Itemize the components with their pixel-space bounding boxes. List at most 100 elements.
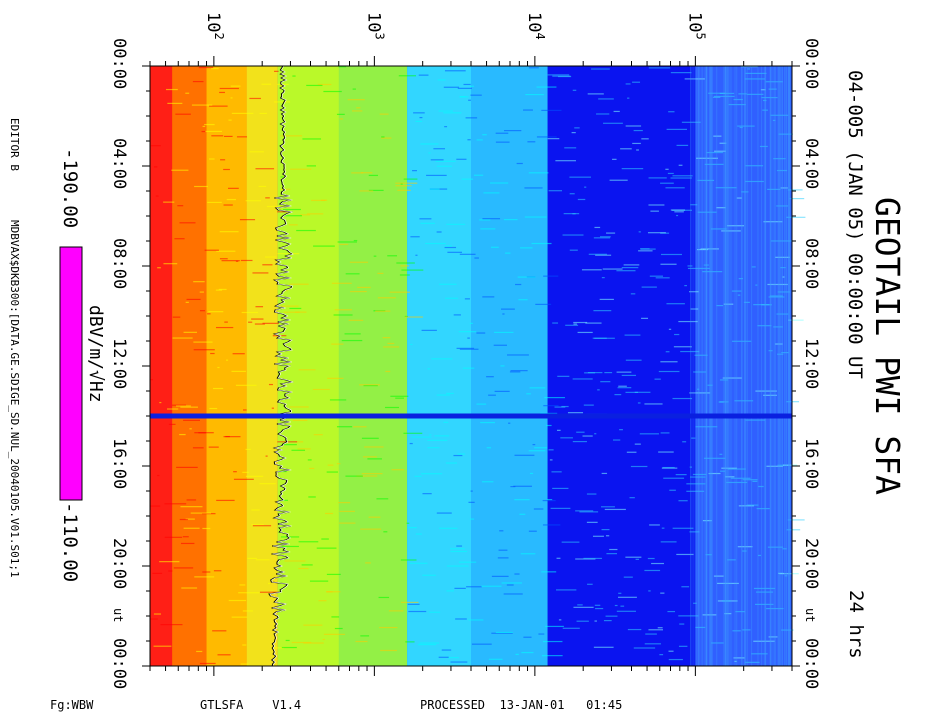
texture-streak — [289, 406, 309, 408]
texture-streak — [422, 574, 436, 576]
texture-streak — [660, 263, 677, 265]
texture-streak — [697, 388, 700, 390]
texture-streak — [265, 197, 270, 199]
texture-streak — [774, 343, 783, 345]
texture-streak — [236, 136, 248, 138]
texture-streak — [400, 265, 409, 267]
texture-streak — [406, 522, 410, 524]
texture-streak — [445, 462, 457, 464]
texture-streak — [300, 214, 311, 216]
texture-streak — [443, 421, 449, 423]
texture-streak — [602, 268, 623, 270]
texture-streak — [641, 317, 649, 319]
texture-streak — [190, 512, 211, 514]
texture-streak — [280, 499, 288, 501]
spectral-band — [338, 66, 408, 666]
texture-streak — [329, 399, 347, 401]
texture-streak — [666, 303, 685, 305]
texture-streak — [172, 404, 186, 406]
texture-streak — [557, 75, 572, 78]
texture-streak — [436, 394, 451, 396]
texture-streak — [228, 187, 239, 189]
texture-streak — [528, 530, 537, 532]
texture-streak — [625, 391, 639, 393]
texture-streak — [219, 231, 239, 233]
texture-streak — [230, 97, 233, 99]
texture-streak — [560, 437, 573, 439]
texture-streak — [744, 66, 746, 666]
texture-streak — [703, 264, 709, 266]
texture-streak — [251, 524, 264, 526]
texture-streak — [761, 66, 763, 666]
texture-streak — [746, 93, 764, 95]
texture-streak — [283, 311, 300, 313]
texture-streak — [723, 303, 734, 305]
texture-streak — [333, 314, 353, 316]
texture-streak — [465, 117, 478, 119]
texture-streak — [225, 435, 230, 438]
texture-streak — [185, 518, 195, 520]
texture-streak — [153, 166, 158, 168]
texture-streak — [259, 112, 267, 115]
texture-streak — [458, 331, 477, 333]
texture-streak — [695, 626, 706, 629]
texture-streak — [303, 624, 323, 626]
texture-streak — [528, 67, 539, 69]
texture-streak — [572, 440, 587, 443]
texture-streak — [476, 332, 486, 334]
texture-streak — [414, 475, 422, 477]
texture-streak — [675, 474, 687, 476]
texture-streak — [185, 301, 189, 303]
spectral-band — [246, 66, 278, 666]
texture-streak — [363, 456, 377, 458]
texture-streak — [616, 371, 632, 373]
texture-streak — [778, 133, 793, 135]
texture-streak — [491, 575, 509, 577]
texture-streak — [672, 397, 693, 400]
texture-streak — [765, 66, 767, 666]
texture-streak — [420, 222, 435, 224]
texture-streak — [716, 582, 739, 585]
texture-streak — [620, 148, 632, 150]
texture-streak — [567, 412, 584, 414]
texture-streak — [458, 561, 477, 563]
texture-streak — [733, 657, 745, 659]
texture-streak — [588, 253, 607, 255]
texture-streak — [562, 234, 584, 236]
texture-streak — [668, 328, 672, 330]
texture-streak — [356, 475, 378, 477]
texture-streak — [541, 571, 557, 573]
x-tick-label: 105 — [684, 12, 707, 40]
texture-streak — [761, 304, 772, 306]
texture-streak — [737, 546, 753, 548]
texture-streak — [547, 138, 560, 140]
texture-streak — [153, 645, 172, 647]
texture-streak — [383, 531, 388, 533]
texture-streak — [759, 145, 768, 148]
svg-text:102: 102 — [203, 12, 226, 40]
texture-streak — [609, 179, 628, 181]
texture-streak — [534, 447, 548, 449]
texture-streak — [467, 139, 471, 141]
texture-streak — [531, 242, 552, 245]
texture-streak — [505, 252, 511, 254]
texture-streak — [327, 464, 334, 466]
texture-streak — [433, 148, 446, 150]
texture-streak — [661, 527, 665, 529]
texture-streak — [584, 372, 596, 374]
texture-streak — [363, 384, 378, 387]
texture-streak — [375, 310, 391, 312]
texture-streak — [670, 72, 692, 74]
x-tick-label: 103 — [363, 12, 386, 40]
texture-streak — [514, 573, 520, 575]
texture-streak — [201, 130, 206, 133]
texture-streak — [769, 66, 771, 666]
texture-streak — [223, 135, 233, 138]
texture-streak — [741, 66, 743, 666]
texture-streak — [773, 326, 783, 328]
texture-streak — [242, 471, 249, 473]
texture-streak — [601, 528, 610, 531]
texture-streak — [157, 474, 160, 477]
texture-streak — [738, 278, 744, 280]
texture-streak — [719, 92, 735, 95]
